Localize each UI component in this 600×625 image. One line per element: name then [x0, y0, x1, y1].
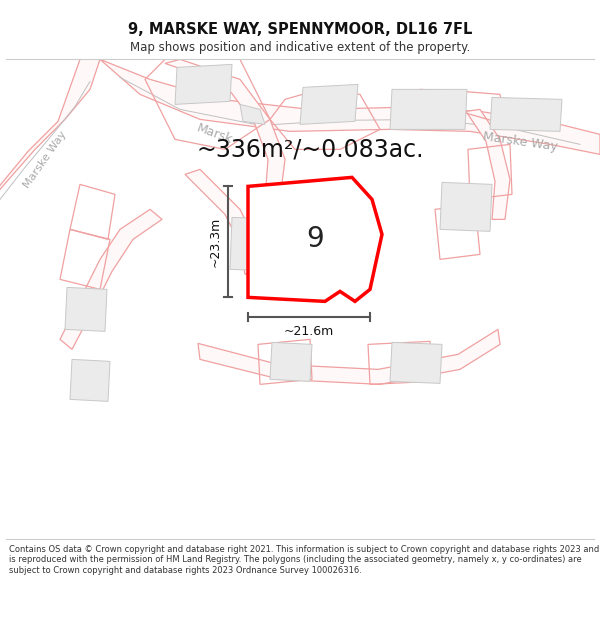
Polygon shape [165, 59, 285, 199]
Polygon shape [490, 98, 562, 131]
Text: Contains OS data © Crown copyright and database right 2021. This information is : Contains OS data © Crown copyright and d… [9, 545, 599, 575]
Text: ~21.6m: ~21.6m [284, 326, 334, 338]
Text: 9: 9 [306, 226, 324, 253]
Polygon shape [0, 59, 100, 191]
Polygon shape [198, 329, 500, 384]
Polygon shape [175, 64, 232, 104]
Polygon shape [310, 228, 367, 281]
Text: Marske Way: Marske Way [22, 129, 68, 190]
Text: ~23.3m: ~23.3m [209, 217, 222, 267]
Text: Marske Way: Marske Way [482, 130, 558, 153]
Polygon shape [300, 84, 358, 124]
Polygon shape [390, 342, 442, 383]
Polygon shape [390, 89, 467, 129]
Polygon shape [185, 169, 258, 274]
Polygon shape [100, 59, 600, 154]
Polygon shape [240, 104, 265, 124]
Polygon shape [466, 109, 510, 219]
Polygon shape [270, 342, 312, 381]
Polygon shape [440, 182, 492, 231]
Polygon shape [70, 359, 110, 401]
Polygon shape [248, 177, 382, 301]
Polygon shape [230, 217, 287, 271]
Polygon shape [65, 288, 107, 331]
Text: ~336m²/~0.083ac.: ~336m²/~0.083ac. [196, 138, 424, 161]
Text: Map shows position and indicative extent of the property.: Map shows position and indicative extent… [130, 41, 470, 54]
Text: 9, MARSKE WAY, SPENNYMOOR, DL16 7FL: 9, MARSKE WAY, SPENNYMOOR, DL16 7FL [128, 22, 472, 38]
Polygon shape [60, 209, 162, 349]
Text: Marsk: Marsk [195, 122, 235, 147]
